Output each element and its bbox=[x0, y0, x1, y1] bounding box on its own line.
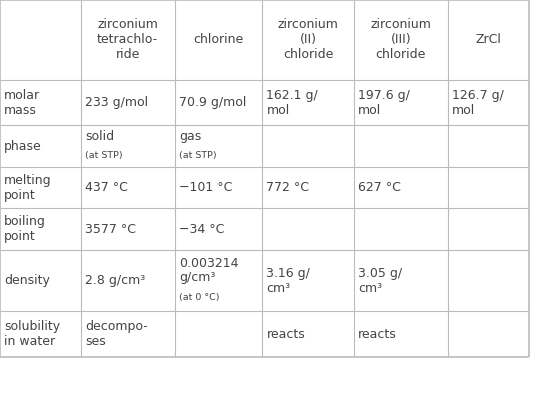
Text: 3.16 g/
cm³: 3.16 g/ cm³ bbox=[266, 266, 310, 295]
Text: 627 °C: 627 °C bbox=[358, 181, 401, 194]
Text: gas: gas bbox=[179, 130, 201, 144]
Text: decompo-
ses: decompo- ses bbox=[85, 320, 148, 348]
Text: molar
mass: molar mass bbox=[4, 88, 40, 117]
Text: melting
point: melting point bbox=[4, 173, 52, 202]
Text: reacts: reacts bbox=[358, 327, 397, 341]
Text: zirconium
(II)
chloride: zirconium (II) chloride bbox=[277, 18, 339, 61]
Text: 772 °C: 772 °C bbox=[266, 181, 310, 194]
Text: g/cm³: g/cm³ bbox=[179, 271, 216, 284]
Text: 0.003214: 0.003214 bbox=[179, 257, 239, 270]
Text: solid: solid bbox=[85, 130, 114, 144]
Text: zirconium
(III)
chloride: zirconium (III) chloride bbox=[370, 18, 431, 61]
Text: solubility
in water: solubility in water bbox=[4, 320, 61, 348]
Text: (at 0 °C): (at 0 °C) bbox=[179, 293, 219, 302]
Text: 162.1 g/
mol: 162.1 g/ mol bbox=[266, 88, 318, 117]
Text: 437 °C: 437 °C bbox=[85, 181, 128, 194]
Text: zirconium
tetrachlo-
ride: zirconium tetrachlo- ride bbox=[97, 18, 158, 61]
Text: boiling
point: boiling point bbox=[4, 215, 46, 243]
Text: −101 °C: −101 °C bbox=[179, 181, 233, 194]
Text: 126.7 g/
mol: 126.7 g/ mol bbox=[452, 88, 504, 117]
Text: (at STP): (at STP) bbox=[85, 151, 123, 160]
Text: 197.6 g/
mol: 197.6 g/ mol bbox=[358, 88, 410, 117]
Text: 2.8 g/cm³: 2.8 g/cm³ bbox=[85, 274, 145, 287]
Text: −34 °C: −34 °C bbox=[179, 222, 224, 236]
Text: (at STP): (at STP) bbox=[179, 151, 217, 160]
Text: density: density bbox=[4, 274, 50, 287]
Text: 70.9 g/mol: 70.9 g/mol bbox=[179, 96, 246, 109]
Text: 3.05 g/
cm³: 3.05 g/ cm³ bbox=[358, 266, 402, 295]
Text: 3577 °C: 3577 °C bbox=[85, 222, 136, 236]
Text: ZrCl: ZrCl bbox=[475, 33, 501, 46]
Text: chlorine: chlorine bbox=[193, 33, 244, 46]
Text: reacts: reacts bbox=[266, 327, 305, 341]
Text: 233 g/mol: 233 g/mol bbox=[85, 96, 149, 109]
Text: phase: phase bbox=[4, 139, 42, 153]
